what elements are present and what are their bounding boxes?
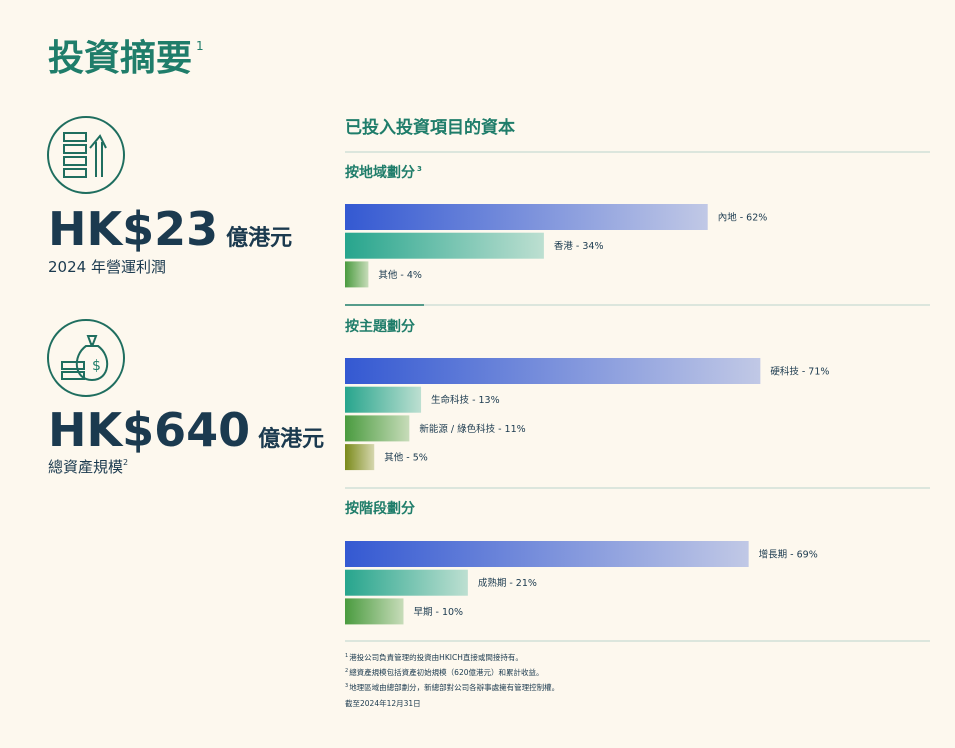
icon-assets: $ bbox=[47, 319, 125, 397]
stat-label-note: 2 bbox=[123, 458, 128, 467]
svg-text:$: $ bbox=[92, 358, 101, 374]
section-title: 已投入投資項目的資本 bbox=[345, 117, 515, 138]
as-of-date: 截至2024年12月31日 bbox=[345, 698, 421, 708]
bar bbox=[345, 261, 369, 288]
bar-label: 新能源 / 綠色科技 - 11% bbox=[419, 423, 525, 435]
bar bbox=[345, 358, 761, 384]
footnote: 2總資產規模包括資產初始規模（620億港元）和累計收益。 bbox=[345, 667, 544, 677]
stat-assets: HK$640 億港元 bbox=[48, 403, 324, 457]
bar bbox=[345, 232, 544, 259]
stat-value: HK$640 bbox=[48, 403, 250, 457]
bar-label: 其他 - 5% bbox=[384, 452, 428, 464]
stat-unit: 億港元 bbox=[226, 225, 292, 251]
footnote-text: 總資產規模包括資產初始規模（620億港元）和累計收益。 bbox=[349, 667, 543, 677]
footnote-number: 3 bbox=[345, 683, 348, 689]
bar-label: 早期 - 10% bbox=[414, 607, 464, 618]
bar bbox=[345, 541, 749, 567]
bar bbox=[345, 444, 375, 471]
stat-unit: 億港元 bbox=[258, 426, 324, 452]
stat-label: 總資產規模2 bbox=[48, 458, 128, 476]
bar-label: 硬科技 - 71% bbox=[770, 366, 829, 378]
footnotes: 1港投公司負責管理的投資由HKICH直接或間接持有。2總資產規模包括資產初始規模… bbox=[345, 652, 559, 708]
stat-value: HK$23 bbox=[48, 202, 218, 256]
chart-title-text: 按地域劃分 bbox=[345, 164, 415, 181]
chart-title: 按階段劃分 bbox=[345, 500, 415, 517]
bar-label: 增長期 - 69% bbox=[759, 549, 818, 561]
title-text: 投資摘要 bbox=[48, 37, 192, 79]
stat-label: 2024 年營運利潤 bbox=[48, 258, 166, 276]
footnote-text: 港投公司負責管理的投資由HKICH直接或間接持有。 bbox=[349, 652, 523, 662]
chart-title: 按主題劃分 bbox=[345, 318, 415, 335]
chart-title-text: 按主題劃分 bbox=[345, 318, 415, 335]
chart-title: 按地域劃分 3 bbox=[345, 164, 422, 181]
bar bbox=[345, 569, 468, 596]
chart-title-note: 3 bbox=[417, 165, 422, 173]
footnote: 3地理區域由總部劃分，新總部對公司各辦事處擁有管理控制權。 bbox=[345, 682, 559, 692]
bar-label: 香港 - 34% bbox=[554, 240, 604, 252]
icon-profit bbox=[47, 116, 125, 194]
bar bbox=[345, 598, 404, 625]
footnote-number: 1 bbox=[345, 653, 348, 659]
title-note: 1 bbox=[196, 39, 204, 53]
bar bbox=[345, 415, 410, 442]
chart-title-text: 按階段劃分 bbox=[345, 500, 415, 517]
bar bbox=[345, 386, 422, 413]
footnote: 1港投公司負責管理的投資由HKICH直接或間接持有。 bbox=[345, 652, 523, 662]
footnote-text: 地理區域由總部劃分，新總部對公司各辦事處擁有管理控制權。 bbox=[349, 682, 559, 692]
bar-label: 其他 - 4% bbox=[378, 269, 422, 281]
stat-label-text: 總資產規模 bbox=[48, 458, 123, 476]
bar-label: 成熟期 - 21% bbox=[478, 577, 537, 589]
bar bbox=[345, 204, 708, 230]
bar-label: 內地 - 62% bbox=[718, 212, 768, 224]
bar-label: 生命科技 - 13% bbox=[431, 394, 500, 406]
page-title: 投資摘要 1 bbox=[48, 37, 204, 79]
stat-profit: HK$23 億港元 bbox=[48, 202, 292, 256]
footnote-number: 2 bbox=[345, 668, 348, 674]
